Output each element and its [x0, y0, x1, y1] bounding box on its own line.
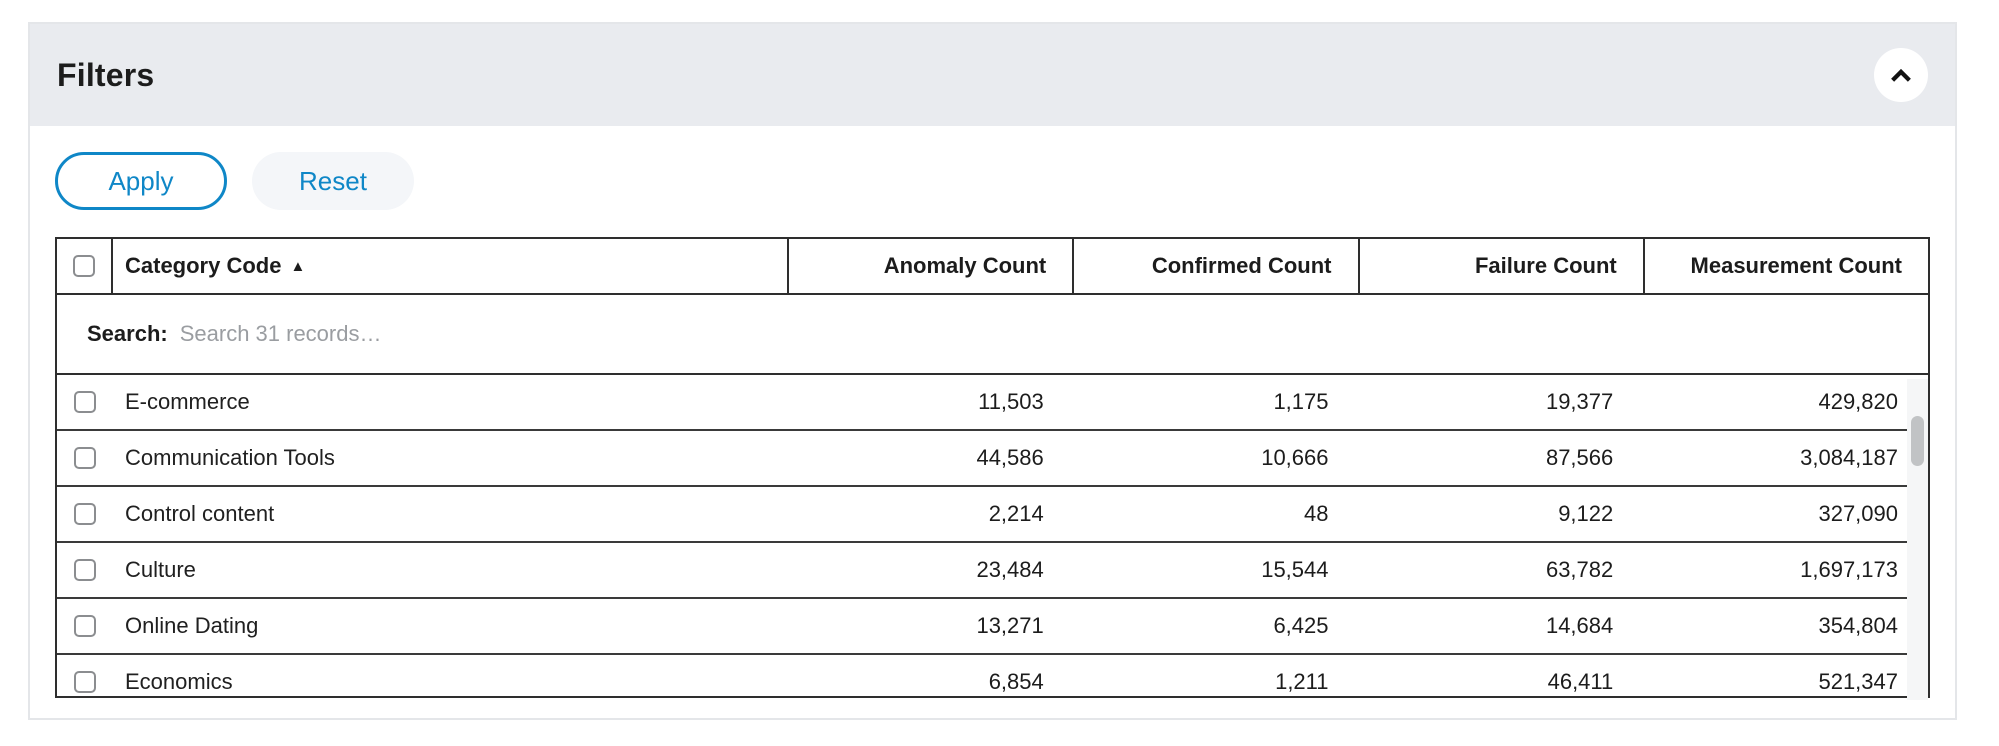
column-header-category-code[interactable]: Category Code ▲	[113, 239, 789, 293]
measurement-count-cell: 354,804	[1818, 613, 1898, 638]
category-cell: Economics	[125, 669, 233, 694]
sort-ascending-icon: ▲	[290, 257, 306, 275]
column-header-measurement-count[interactable]: Measurement Count	[1690, 253, 1902, 278]
collapse-panel-button[interactable]	[1874, 48, 1928, 102]
table-row[interactable]: Communication Tools 44,586 10,666 87,566…	[57, 431, 1928, 487]
row-checkbox-cell	[57, 487, 113, 541]
table-row[interactable]: Control content 2,214 48 9,122 327,090	[57, 487, 1928, 543]
row-checkbox-cell	[57, 599, 113, 653]
measurement-count-cell: 327,090	[1818, 501, 1898, 526]
row-checkbox[interactable]	[74, 615, 96, 637]
table-scrollbar-track[interactable]	[1907, 379, 1928, 700]
failure-count-cell: 14,684	[1545, 613, 1614, 638]
row-checkbox[interactable]	[74, 503, 96, 525]
header-checkbox-cell	[57, 239, 113, 293]
anomaly-count-cell: 11,503	[978, 389, 1044, 414]
category-cell: Online Dating	[125, 613, 259, 638]
search-label: Search:	[87, 321, 168, 346]
row-checkbox[interactable]	[74, 391, 96, 413]
category-cell: Control content	[125, 501, 275, 526]
row-checkbox-cell	[57, 431, 113, 485]
panel-title: Filters	[57, 56, 155, 93]
measurement-count-cell: 3,084,187	[1800, 445, 1898, 470]
column-header-anomaly-count[interactable]: Anomaly Count	[789, 239, 1075, 293]
anomaly-count-cell: 23,484	[976, 557, 1044, 582]
anomaly-count-cell: 2,214	[988, 501, 1044, 526]
table-body: E-commerce 11,503 1,175 19,377 429,820 C…	[57, 375, 1928, 696]
anomaly-count-cell: 44,586	[976, 445, 1044, 470]
table-scrollbar-thumb[interactable]	[1911, 416, 1924, 466]
measurement-count-cell: 429,820	[1818, 389, 1898, 414]
row-checkbox-cell	[57, 543, 113, 597]
measurement-count-cell: 1,697,173	[1800, 557, 1898, 582]
filter-actions: Apply Reset	[55, 152, 1955, 210]
failure-count-cell: 46,411	[1547, 669, 1614, 694]
search-input[interactable]	[179, 321, 1928, 347]
column-header-confirmed-count[interactable]: Confirmed Count	[1074, 239, 1360, 293]
confirmed-count-cell: 10,666	[1261, 445, 1329, 470]
table-row[interactable]: E-commerce 11,503 1,175 19,377 429,820	[57, 375, 1928, 431]
column-label: Category Code	[125, 253, 282, 278]
table-header-row: Category Code ▲ Anomaly Count Confirmed …	[57, 239, 1928, 295]
failure-count-cell: 9,122	[1558, 501, 1614, 526]
confirmed-count-cell: 48	[1304, 501, 1329, 526]
column-header-failure-count[interactable]: Failure Count	[1360, 239, 1645, 293]
categories-table: Category Code ▲ Anomaly Count Confirmed …	[55, 237, 1930, 700]
row-checkbox-cell	[57, 375, 113, 429]
failure-count-cell: 63,782	[1545, 557, 1614, 582]
failure-count-cell: 87,566	[1545, 445, 1614, 470]
table-search-row: Search:	[57, 295, 1928, 375]
row-checkbox[interactable]	[74, 671, 96, 693]
confirmed-count-cell: 6,425	[1273, 613, 1329, 638]
category-cell: E-commerce	[125, 389, 250, 414]
anomaly-count-cell: 13,271	[976, 613, 1044, 638]
panel-header: Filters	[30, 24, 1955, 126]
apply-button[interactable]: Apply	[55, 152, 227, 210]
table-row[interactable]: Economics 6,854 1,211 46,411 521,347	[57, 655, 1928, 696]
reset-button[interactable]: Reset	[252, 152, 414, 210]
table-row[interactable]: Online Dating 13,271 6,425 14,684 354,80…	[57, 599, 1928, 655]
measurement-count-cell: 521,347	[1818, 669, 1898, 694]
chevron-up-icon	[1886, 60, 1916, 90]
confirmed-count-cell: 1,175	[1273, 389, 1329, 414]
select-all-checkbox[interactable]	[73, 255, 95, 277]
row-checkbox-cell	[57, 655, 113, 696]
category-cell: Culture	[125, 557, 196, 582]
table-row[interactable]: Culture 23,484 15,544 63,782 1,697,173	[57, 543, 1928, 599]
category-cell: Communication Tools	[125, 445, 335, 470]
row-checkbox[interactable]	[74, 447, 96, 469]
row-checkbox[interactable]	[74, 559, 96, 581]
confirmed-count-cell: 1,211	[1275, 669, 1329, 694]
failure-count-cell: 19,377	[1545, 389, 1614, 414]
confirmed-count-cell: 15,544	[1261, 557, 1329, 582]
anomaly-count-cell: 6,854	[988, 669, 1044, 694]
filters-panel: Filters Apply Reset Category Code ▲ Anom…	[28, 22, 1957, 720]
